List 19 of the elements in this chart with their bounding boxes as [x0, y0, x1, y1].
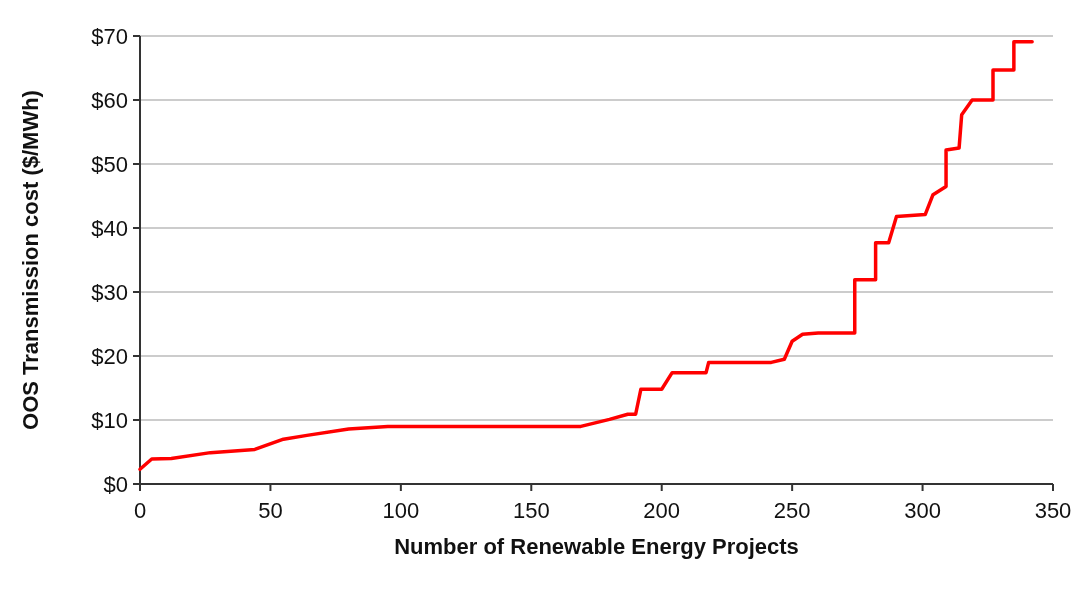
line-series: [138, 40, 1034, 472]
x-tick-label: 200: [643, 498, 681, 523]
x-tick-label: 150: [512, 498, 550, 523]
x-tick-label: 50: [258, 498, 283, 523]
x-tick-label: 100: [382, 498, 420, 523]
y-tick-label: $70: [91, 23, 128, 49]
y-tick-label: $10: [91, 407, 128, 433]
y-axis-title: OOS Transmission cost ($/MWh): [18, 90, 43, 430]
y-tick-label: $50: [91, 151, 128, 177]
x-tick-label: 350: [1034, 498, 1072, 523]
y-tick-label: $40: [91, 215, 128, 241]
y-tick-label: $0: [103, 471, 128, 497]
y-tick-label: $60: [91, 87, 128, 113]
x-tick-label: 300: [904, 498, 941, 523]
y-tick-label: $20: [91, 343, 128, 369]
y-tick-label: $30: [91, 279, 128, 305]
x-axis-title: Number of Renewable Energy Projects: [394, 534, 799, 559]
x-tick-label: 0: [133, 498, 147, 523]
x-tick-label: 250: [773, 498, 811, 523]
